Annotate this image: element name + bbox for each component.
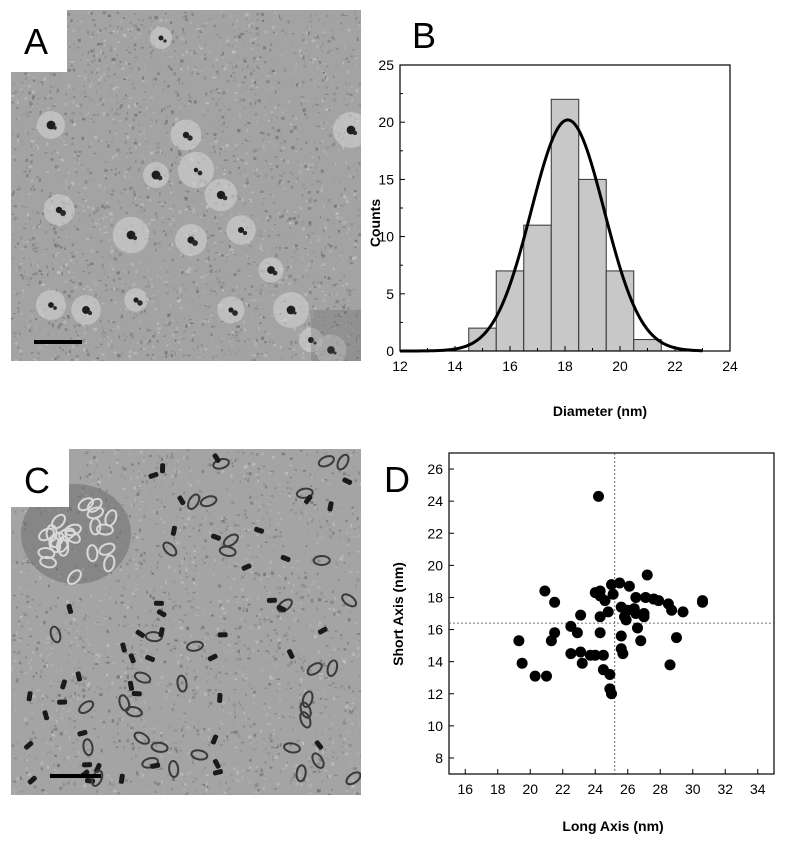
histogram-bar — [523, 224, 552, 352]
histogram-x-tick-label: 24 — [722, 358, 738, 374]
scatter-x-tick-label: 30 — [685, 781, 701, 797]
scatter-point — [589, 649, 601, 661]
scatter-point — [606, 688, 617, 700]
scatter-y-tick-label: 22 — [427, 525, 443, 541]
histogram-x-tick-label: 22 — [667, 358, 683, 374]
scatter-y-axis-label: Short Axis (nm) — [390, 562, 406, 666]
scatter-x-tick-label: 28 — [652, 781, 668, 797]
scatter-x-tick-label: 22 — [555, 781, 571, 797]
scatter-point — [589, 587, 601, 599]
scatter-point — [593, 490, 604, 502]
scatter-point — [653, 595, 665, 607]
scatter-x-tick-label: 34 — [750, 781, 766, 797]
panel-c-label-box — [11, 449, 69, 507]
histogram-y-tick-label: 0 — [386, 343, 394, 359]
scatter-y-tick-label: 14 — [427, 654, 443, 670]
histogram-y-tick-label: 5 — [386, 286, 394, 302]
scatter-chart: 16 18 20 22 24 26 28 30 32 348101214161820222426 … — [390, 452, 775, 834]
scatter-point — [575, 646, 587, 658]
scatter-point — [604, 668, 616, 680]
scatter-y-tick-label: 24 — [427, 493, 443, 509]
scatter-x-tick-label: 20 — [522, 781, 538, 797]
scatter-point — [617, 648, 629, 660]
histogram-y-tick-label: 20 — [378, 114, 394, 130]
scatter-y-tick-label: 16 — [427, 622, 443, 638]
scatter-y-tick-label: 18 — [427, 589, 443, 605]
scatter-point — [565, 648, 577, 660]
panel-c-label: C — [24, 460, 50, 501]
scatter-point — [607, 588, 619, 600]
panel-a-label: A — [24, 21, 49, 62]
histogram-x-tick-label: 14 — [447, 358, 463, 374]
scatter-point — [641, 569, 653, 581]
histogram-bar — [468, 327, 497, 352]
scatter-point — [549, 596, 561, 608]
scatter-x-tick-label: 16 — [457, 781, 473, 797]
scatter-point — [571, 627, 583, 639]
scatter-x-tick-label: 32 — [717, 781, 733, 797]
scatter-point — [602, 606, 614, 618]
histogram-bar — [550, 98, 580, 352]
histogram-x-tick-label: 16 — [502, 358, 518, 374]
scatter-point — [614, 577, 626, 589]
scatter-x-tick-label: 24 — [587, 781, 603, 797]
scatter-x-axis-label: Long Axis (nm) — [562, 818, 663, 834]
scale-bar — [50, 774, 101, 778]
micrograph-c — [11, 449, 361, 795]
scatter-point — [615, 630, 627, 642]
panel-d-label: D — [384, 459, 410, 500]
scatter-point — [594, 627, 606, 639]
scatter-x-tick-label: 26 — [620, 781, 636, 797]
scatter-point — [576, 657, 588, 669]
scatter-point — [664, 659, 676, 671]
histogram-y-tick-label: 10 — [378, 229, 394, 245]
scatter-point — [513, 635, 525, 647]
scatter-point — [516, 657, 528, 669]
histogram-y-tick-label: 15 — [378, 171, 394, 187]
scatter-point — [635, 635, 647, 647]
scatter-y-tick-label: 12 — [427, 686, 443, 702]
histogram-x-tick-label: 12 — [392, 358, 408, 374]
histogram-y-tick-label: 25 — [378, 57, 394, 73]
scatter-point — [541, 670, 552, 682]
scatter-point — [620, 614, 632, 626]
micrograph-a — [11, 10, 361, 361]
scatter-point — [671, 632, 682, 644]
scatter-point — [638, 611, 650, 623]
scatter-point — [549, 627, 561, 639]
panel-b-label: B — [412, 15, 437, 56]
scatter-point — [597, 649, 609, 661]
histogram-x-axis-label: Diameter (nm) — [553, 403, 647, 419]
scatter-point — [594, 611, 606, 623]
histogram-bar — [605, 270, 635, 352]
gaussian-fit-curve — [400, 118, 703, 353]
panel-a-label-box — [11, 10, 67, 72]
scale-bar — [34, 340, 82, 344]
scatter-plot-frame — [448, 452, 775, 775]
scatter-y-tick-label: 10 — [427, 718, 443, 734]
scatter-point — [697, 596, 708, 608]
scatter-point — [575, 609, 587, 621]
histogram-x-tick-label: 20 — [612, 358, 628, 374]
scatter-point — [623, 580, 635, 592]
scatter-y-tick-label: 26 — [427, 461, 443, 477]
scatter-point — [677, 606, 689, 618]
scatter-point — [666, 604, 678, 616]
scatter-point — [539, 585, 551, 597]
scatter-x-tick-label: 18 — [490, 781, 506, 797]
scatter-point — [632, 622, 643, 634]
histogram-chart: 12 14 16 18 20 22 24 0 5 10 15 20 25 Diameter (nm) C… — [367, 57, 738, 419]
histogram-x-tick-label: 18 — [557, 358, 573, 374]
scatter-y-tick-label: 20 — [427, 557, 443, 573]
scatter-point — [630, 591, 642, 603]
scatter-point — [599, 595, 611, 607]
scatter-y-tick-label: 8 — [435, 750, 443, 766]
scatter-point — [529, 670, 541, 682]
histogram-y-axis-label: Counts — [367, 199, 383, 247]
